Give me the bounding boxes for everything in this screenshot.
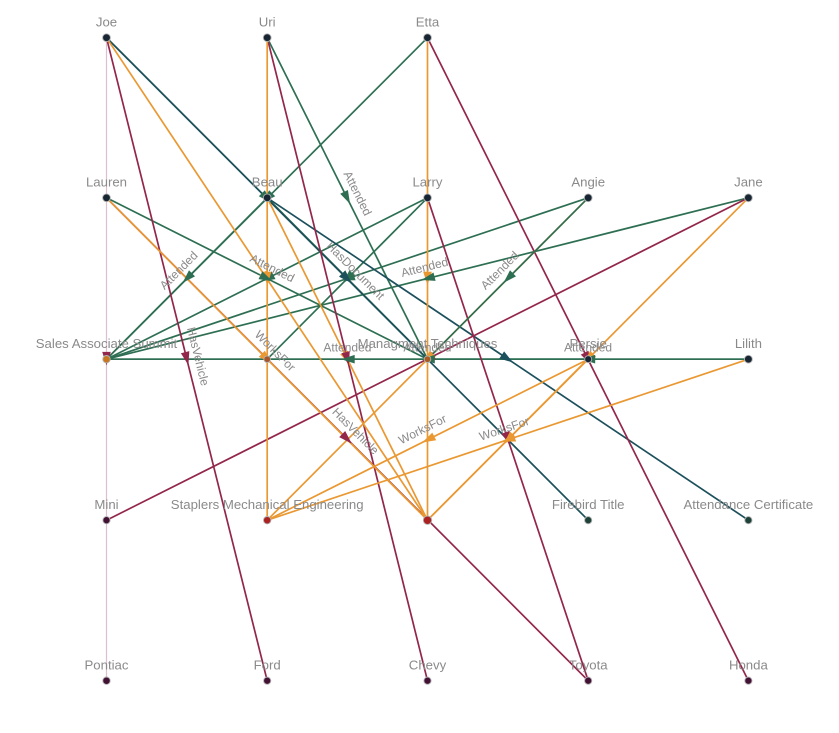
- svg-text:Honda: Honda: [729, 658, 769, 673]
- svg-text:Larry: Larry: [412, 175, 442, 190]
- svg-text:Etta: Etta: [416, 15, 440, 30]
- svg-text:Jane: Jane: [734, 175, 763, 190]
- svg-text:Joe: Joe: [96, 15, 117, 30]
- svg-text:Attended: Attended: [403, 341, 451, 355]
- svg-text:Pontiac: Pontiac: [85, 658, 129, 673]
- svg-text:Ford: Ford: [254, 658, 281, 673]
- svg-text:Attendance Certificate: Attendance Certificate: [684, 497, 814, 512]
- svg-text:Uri: Uri: [259, 15, 276, 30]
- svg-text:Beau: Beau: [252, 175, 283, 190]
- svg-text:Persie: Persie: [570, 336, 607, 351]
- svg-text:Firebird Title: Firebird Title: [552, 497, 625, 512]
- svg-text:Attended: Attended: [248, 251, 297, 285]
- svg-text:Sales Associate Summit: Sales Associate Summit: [36, 336, 178, 351]
- svg-text:Staplers Mechanical Engineerin: Staplers Mechanical Engineering: [171, 497, 364, 512]
- svg-text:Attended: Attended: [323, 341, 371, 355]
- svg-text:Mini: Mini: [94, 497, 118, 512]
- svg-text:Angie: Angie: [571, 175, 605, 190]
- svg-text:Lilith: Lilith: [735, 336, 762, 351]
- svg-text:Managment Techniques: Managment Techniques: [358, 336, 498, 351]
- svg-text:Toyota: Toyota: [569, 658, 609, 673]
- svg-text:Lauren: Lauren: [86, 175, 127, 190]
- svg-text:Attended: Attended: [564, 341, 612, 355]
- svg-text:Chevy: Chevy: [409, 658, 447, 673]
